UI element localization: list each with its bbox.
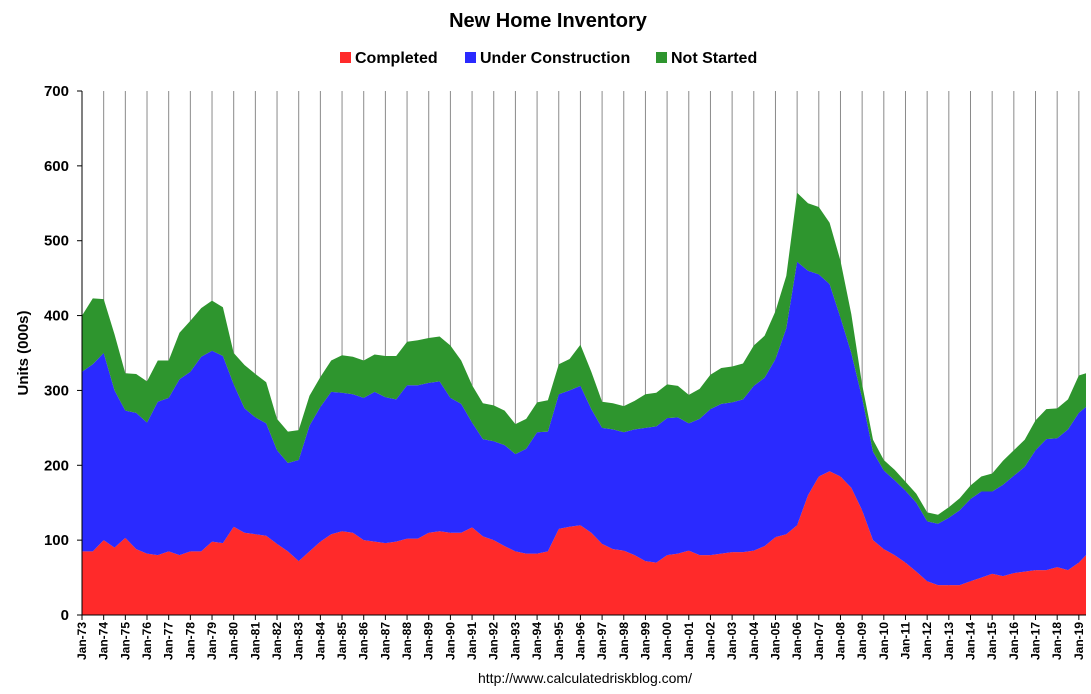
x-tick-label: Jan-10	[877, 622, 891, 660]
x-tick-label: Jan-15	[985, 622, 999, 660]
x-tick-label: Jan-98	[617, 622, 631, 660]
legend-item-under-construction[interactable]: Under Construction	[465, 50, 630, 67]
y-tick-label: 100	[44, 532, 69, 549]
legend-label: Under Construction	[480, 50, 630, 67]
x-tick-label: Jan-81	[248, 622, 262, 660]
x-tick-label: Jan-76	[140, 622, 154, 660]
x-tick-label: Jan-89	[422, 622, 436, 660]
x-tick-label: Jan-93	[508, 622, 522, 660]
y-axis-label: Units (000s)	[15, 310, 32, 395]
x-tick-label: Jan-90	[443, 622, 457, 660]
x-tick-label: Jan-19	[1072, 622, 1086, 660]
x-tick-label: Jan-02	[703, 622, 717, 660]
x-tick-label: Jan-16	[1007, 622, 1021, 660]
y-tick-label: 500	[44, 233, 69, 250]
x-tick-label: Jan-92	[487, 622, 501, 660]
x-tick-label: Jan-77	[162, 622, 176, 660]
legend-label: Completed	[355, 50, 438, 67]
x-tick-label: Jan-14	[964, 622, 978, 660]
axes	[81, 91, 1086, 616]
plot-areas	[82, 192, 1086, 615]
x-tick-label: Jan-96	[573, 622, 587, 660]
x-tick-label: Jan-87	[378, 622, 392, 660]
y-tick-label: 200	[44, 457, 69, 474]
x-tick-label: Jan-83	[292, 622, 306, 660]
series-area-completed	[82, 471, 1086, 615]
x-tick-label: Jan-01	[682, 622, 696, 660]
x-tick-label: Jan-12	[920, 622, 934, 660]
x-tick-label: Jan-03	[725, 622, 739, 660]
x-tick-label: Jan-80	[227, 622, 241, 660]
chart-title: New Home Inventory	[449, 10, 648, 32]
legend-item-completed[interactable]: Completed	[340, 50, 438, 67]
x-tick-label: Jan-86	[357, 622, 371, 660]
legend-swatch	[656, 52, 667, 63]
x-tick-label: Jan-06	[790, 622, 804, 660]
source-url[interactable]: http://www.calculatedriskblog.com/	[478, 670, 692, 686]
legend-swatch	[340, 52, 351, 63]
x-tick-label: Jan-99	[638, 622, 652, 660]
x-tick-label: Jan-17	[1029, 622, 1043, 660]
x-tick-label: Jan-82	[270, 622, 284, 660]
x-tick-label: Jan-13	[942, 622, 956, 660]
x-tick-label: Jan-09	[855, 622, 869, 660]
x-tick-label: Jan-73	[75, 622, 89, 660]
x-tick-label: Jan-78	[183, 622, 197, 660]
x-tick-label: Jan-74	[97, 622, 111, 660]
x-tick-label: Jan-91	[465, 622, 479, 660]
x-tick-label: Jan-94	[530, 622, 544, 660]
x-tick-labels: Jan-73 Jan-74 Jan-75 Jan-76 Jan-77 Jan-78 Jan-…	[75, 615, 1086, 660]
x-tick-label: Jan-84	[313, 622, 327, 660]
y-tick-label: 700	[44, 83, 69, 100]
y-tick-labels: 0 100 200 300 400 500 600 700	[44, 83, 82, 624]
x-tick-label: Jan-75	[118, 622, 132, 660]
x-tick-label: Jan-95	[552, 622, 566, 660]
x-tick-label: Jan-85	[335, 622, 349, 660]
x-tick-label: Jan-07	[812, 622, 826, 660]
legend-label: Not Started	[671, 50, 757, 67]
x-tick-label: Jan-11	[899, 622, 913, 660]
x-tick-label: Jan-79	[205, 622, 219, 660]
legend: Completed Under Construction Not Started	[340, 50, 757, 67]
y-tick-label: 0	[61, 607, 69, 624]
x-tick-label: Jan-88	[400, 622, 414, 660]
legend-item-not-started[interactable]: Not Started	[656, 50, 757, 67]
x-tick-label: Jan-08	[834, 622, 848, 660]
legend-swatch	[465, 52, 476, 63]
y-tick-label: 600	[44, 158, 69, 175]
x-tick-label: Jan-18	[1050, 622, 1064, 660]
y-tick-label: 300	[44, 382, 69, 399]
x-tick-label: Jan-00	[660, 622, 674, 660]
y-tick-label: 400	[44, 308, 69, 325]
series-area-not-started	[82, 192, 1086, 524]
x-tick-label: Jan-04	[747, 622, 761, 660]
x-tick-label: Jan-97	[595, 622, 609, 660]
x-tick-label: Jan-05	[769, 622, 783, 660]
series-area-under-construction	[82, 261, 1086, 586]
